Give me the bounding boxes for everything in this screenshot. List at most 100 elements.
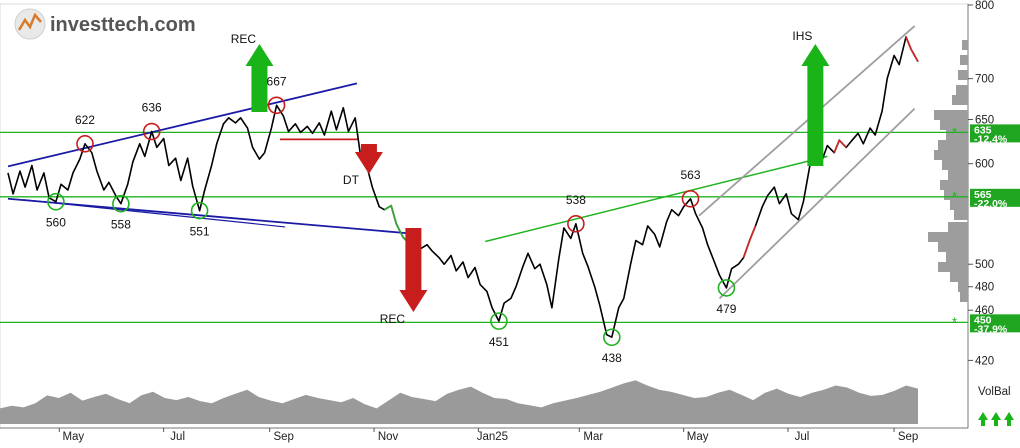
volume-profile-bar [950, 272, 968, 282]
level-value: 635 [974, 124, 992, 136]
volume-balance-label: VolBal [978, 386, 1011, 398]
volume-profile-bar [956, 85, 968, 95]
volume-profile-bar [934, 150, 968, 160]
trough-label: 551 [190, 225, 210, 239]
trough-marker [112, 194, 130, 213]
price-highlight [833, 138, 847, 154]
trough-marker [603, 328, 621, 347]
support-resistance-lines [0, 131, 968, 323]
level-tags: * 635-12.4% * 565-22.0% * 450-37.9% [952, 124, 1020, 335]
pattern-arrows [245, 44, 830, 312]
volume-profile-bar [944, 190, 968, 200]
volume-profile-bar [954, 210, 968, 220]
volume-profile-bar [946, 252, 968, 262]
trough-marker [47, 192, 65, 211]
level-tag [970, 188, 1020, 207]
volume-profile-bar [940, 180, 968, 190]
x-tick-label: Sep [898, 431, 918, 443]
peak-label: 636 [142, 101, 162, 115]
y-tick-label: 480 [975, 282, 994, 294]
y-tick-label: 420 [975, 355, 994, 367]
trough-label: 560 [46, 216, 66, 230]
arrow-up-icon [245, 44, 274, 112]
y-tick-label: 800 [975, 0, 994, 12]
level-marker-icon: * [952, 124, 957, 139]
y-tick-label: 600 [975, 159, 994, 171]
arrow-up-icon [801, 44, 830, 166]
trough-label: 451 [489, 335, 509, 349]
arrow-down-icon [354, 144, 383, 174]
neckline [485, 155, 828, 243]
level-value: 565 [974, 189, 992, 201]
logo-text: investtech.com [50, 14, 196, 36]
volume-balance-signal-icon [978, 412, 1014, 426]
peak-marker [267, 96, 286, 115]
pattern-label: DT [343, 173, 360, 187]
level-value: 450 [974, 314, 992, 326]
level-pct: -37.9% [974, 323, 1008, 335]
x-tick-label: Jul [170, 431, 185, 443]
x-tick-label: Jul [795, 431, 810, 443]
x-axis-ticks: May Jul Sep Nov Jan25 Mar May Jul Sep [58, 428, 918, 443]
y-tick-label: 500 [975, 259, 994, 271]
volume-profile-bar [940, 120, 968, 130]
trough-marker [190, 201, 209, 220]
level-marker-icon: * [952, 189, 957, 204]
volume-profile-bar [928, 232, 968, 242]
trough-marker [717, 279, 736, 297]
pattern-label: IHS [792, 29, 812, 43]
trough-marker [490, 312, 508, 330]
trend-line-upper [7, 82, 358, 168]
channel-upper [698, 25, 916, 217]
peak-marker [142, 122, 161, 141]
volume-profile-bar [952, 95, 968, 105]
x-tick-label: Mar [583, 431, 603, 443]
volume-profile-bar [942, 160, 968, 170]
x-tick-label: Sep [273, 431, 293, 443]
price-line [7, 36, 919, 338]
peak-marker [76, 135, 94, 153]
level-tag [970, 314, 1020, 333]
level-pct: -12.4% [974, 133, 1008, 145]
logo-icon-line [17, 12, 42, 31]
price-highlight [905, 36, 919, 63]
trough-label: 479 [716, 302, 736, 316]
trough-label: 438 [602, 351, 622, 365]
x-tick-label: May [687, 431, 709, 443]
investtech-logo[interactable]: investtech.com [14, 8, 196, 40]
pattern-label: REC [231, 32, 257, 46]
volume-balance-area [0, 380, 918, 424]
arrow-down-icon [399, 228, 428, 312]
level-pct: -22.0% [974, 198, 1008, 210]
volume-profile-bar [938, 140, 968, 150]
y-tick-label: 650 [975, 115, 994, 127]
volume-profile [928, 40, 968, 302]
annotation-labels: 622 636 667 538 563 560 558 551 451 438 479 REC DT RE… [46, 29, 812, 365]
trend-line-lower-inner [23, 199, 286, 228]
volume-profile-bar [960, 55, 968, 65]
price-highlight [742, 225, 757, 259]
volume-profile-bar [958, 282, 968, 292]
peak-label: 563 [680, 168, 700, 182]
volume-profile-bar [958, 70, 968, 80]
volume-profile-bar [950, 200, 968, 210]
price-series-line [7, 36, 919, 338]
trend-lines [7, 25, 916, 300]
x-tick-label: Nov [378, 431, 399, 443]
trough-label: 558 [111, 218, 131, 232]
peak-trough-markers [47, 96, 736, 347]
peak-label: 538 [566, 193, 586, 207]
volume-balance-shape [0, 380, 918, 424]
volume-profile-bar [938, 262, 968, 272]
volume-profile-bar [946, 130, 968, 140]
x-tick-label: May [62, 431, 84, 443]
peak-marker [681, 189, 700, 208]
volume-profile-bar [948, 170, 968, 180]
pattern-label: REC [380, 312, 406, 326]
volume-profile-bar [934, 110, 968, 120]
level-tag [970, 124, 1020, 143]
y-tick-label: 700 [975, 74, 994, 86]
volume-profile-bar [962, 40, 968, 50]
peak-label: 667 [267, 74, 287, 88]
